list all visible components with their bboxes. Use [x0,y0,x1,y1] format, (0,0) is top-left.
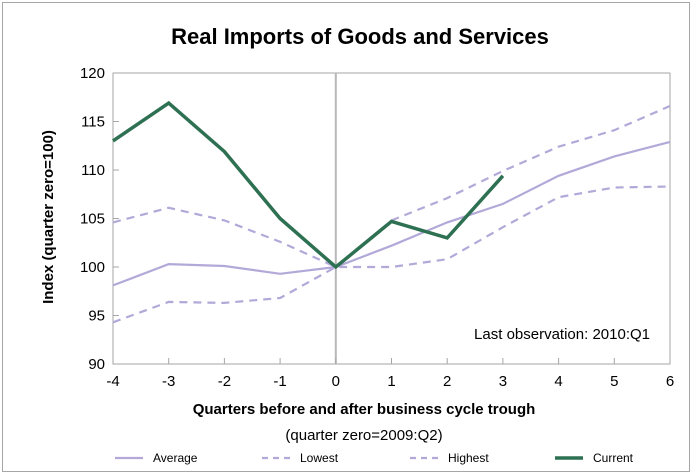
x-tick-label: 6 [666,373,674,390]
series-line-current [112,100,505,270]
series-line-highest [112,104,671,269]
series-line-lowest [112,185,671,324]
x-tick-label: -2 [218,373,231,390]
y-tick-label: 115 [81,114,105,131]
x-tick-label: 1 [387,373,395,390]
y-tick-label: 95 [88,308,105,325]
y-tick-label: 90 [88,356,105,373]
x-tick-label: 3 [499,373,507,390]
x-tick-label: -4 [106,373,119,390]
plot-area-border [112,72,671,365]
x-tick-label: 0 [332,373,340,390]
series-lines [112,100,671,324]
legend-label-average: Average [153,451,198,465]
x-tick-label: -1 [273,373,286,390]
axis-ticks: 90 95 100 105 110 115 120 -4 -3 -2 -1 0 1 2 3 4 5 6 [80,65,674,390]
x-tick-label: 5 [610,373,618,390]
y-tick-label: 120 [80,65,105,82]
y-tick-label: 105 [80,211,105,228]
chart-title: Real Imports of Goods and Services [171,24,549,49]
x-axis-sublabel: (quarter zero=2009:Q2) [285,427,442,444]
series-line-average [112,140,671,287]
x-axis-label: Quarters before and after business cycle… [193,401,536,418]
y-tick-label: 110 [81,162,105,179]
legend-label-highest: Highest [448,451,489,465]
legend-label-current: Current [593,451,634,465]
y-tick-label: 100 [80,259,105,276]
y-axis-label: Index (quarter zero=100) [40,130,57,304]
legend: Average Lowest Highest Current [115,451,634,465]
x-tick-label: 4 [554,373,562,390]
legend-label-lowest: Lowest [300,451,339,465]
x-tick-label: 2 [443,373,451,390]
chart-frame [2,2,690,472]
last-observation-note: Last observation: 2010:Q1 [474,326,650,343]
x-tick-label: -3 [162,373,175,390]
